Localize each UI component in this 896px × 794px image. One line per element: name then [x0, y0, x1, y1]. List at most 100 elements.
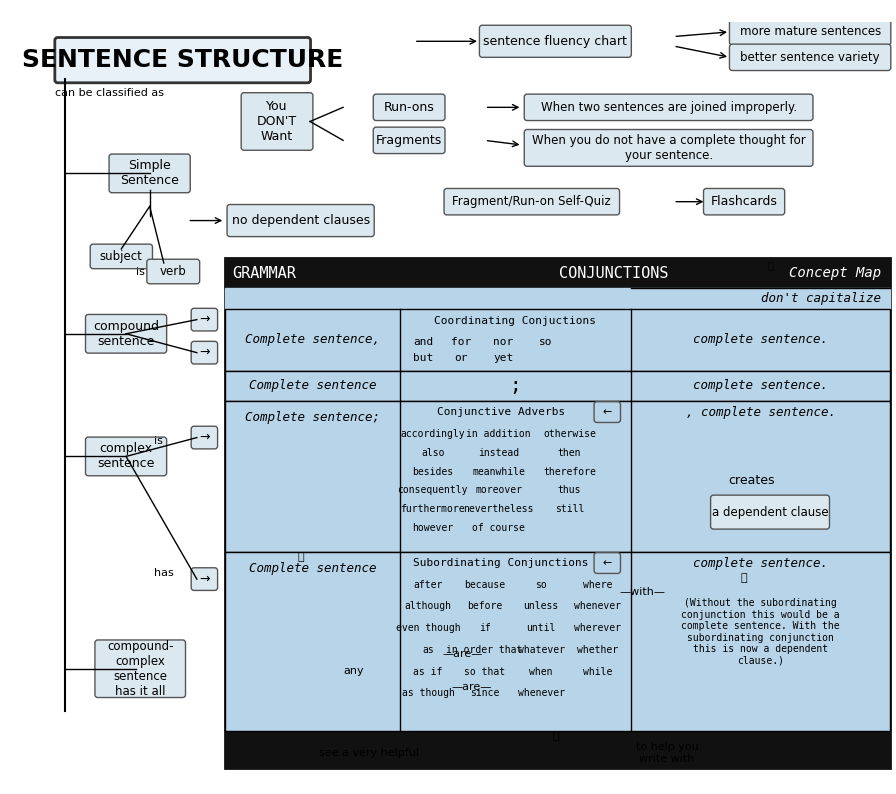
Bar [225, 258, 891, 768]
Text: →: → [199, 431, 210, 444]
FancyBboxPatch shape [729, 18, 891, 45]
Text: Complete sentence,: Complete sentence, [246, 333, 381, 346]
FancyBboxPatch shape [147, 260, 200, 283]
Text: until: until [527, 623, 556, 633]
FancyBboxPatch shape [241, 93, 313, 150]
FancyBboxPatch shape [191, 426, 218, 449]
Text: 🔲: 🔲 [767, 260, 773, 270]
Text: Concept Map: Concept Map [788, 267, 881, 280]
Text: →: → [199, 313, 210, 326]
Text: when: when [530, 667, 553, 676]
Text: verb: verb [159, 265, 186, 278]
Text: since: since [470, 688, 499, 698]
Text: see a very helpful: see a very helpful [320, 748, 419, 757]
Text: complete sentence.: complete sentence. [694, 333, 828, 346]
Text: whether: whether [577, 645, 618, 655]
Text: consequently: consequently [398, 485, 468, 495]
Text: even though: even though [396, 623, 461, 633]
Text: creates: creates [728, 475, 774, 488]
Text: compound
sentence: compound sentence [93, 320, 159, 348]
FancyBboxPatch shape [95, 640, 185, 697]
Text: however: however [412, 523, 453, 533]
Text: for: for [451, 337, 471, 347]
FancyBboxPatch shape [85, 314, 167, 353]
Text: When two sentences are joined improperly.: When two sentences are joined improperly… [540, 101, 797, 114]
Text: thus: thus [558, 485, 582, 495]
Text: in order that: in order that [446, 645, 522, 655]
Text: When you do not have a complete thought for
your sentence.: When you do not have a complete thought … [531, 134, 806, 162]
Text: besides: besides [412, 467, 453, 476]
Text: Fragment/Run-on Self-Quiz: Fragment/Run-on Self-Quiz [452, 195, 611, 208]
Text: and: and [413, 337, 434, 347]
Text: →: → [199, 572, 210, 586]
Text: so that: so that [464, 667, 505, 676]
Text: still: still [555, 504, 584, 515]
Text: so: so [535, 580, 547, 590]
Text: whenever: whenever [518, 688, 564, 698]
Text: although: although [404, 602, 452, 611]
FancyBboxPatch shape [524, 129, 813, 166]
Text: sentence fluency chart: sentence fluency chart [484, 35, 627, 48]
Text: Run-ons: Run-ons [383, 101, 435, 114]
Text: or: or [454, 353, 468, 364]
Text: ←: ← [603, 558, 612, 568]
Text: complete sentence.: complete sentence. [694, 557, 828, 569]
FancyBboxPatch shape [444, 188, 619, 215]
Text: is: is [135, 267, 144, 276]
Text: , complete sentence.: , complete sentence. [685, 406, 836, 418]
Text: as: as [422, 645, 434, 655]
Bar [225, 258, 891, 288]
Text: therefore: therefore [543, 467, 596, 476]
Bar [225, 309, 891, 371]
FancyBboxPatch shape [374, 127, 445, 153]
Text: yet: yet [494, 353, 513, 364]
Text: subject: subject [100, 250, 142, 263]
Bar [225, 371, 891, 401]
Text: don't capitalize: don't capitalize [761, 292, 881, 306]
Text: —are—: —are— [442, 649, 483, 659]
Text: You
DON'T
Want: You DON'T Want [257, 100, 297, 143]
FancyBboxPatch shape [703, 188, 785, 215]
Text: Subordinating Conjunctions: Subordinating Conjunctions [413, 558, 589, 568]
FancyBboxPatch shape [594, 553, 621, 573]
FancyBboxPatch shape [227, 205, 375, 237]
Text: before: before [467, 602, 503, 611]
Text: of course: of course [472, 523, 525, 533]
Text: SENTENCE STRUCTURE: SENTENCE STRUCTURE [22, 48, 343, 72]
Text: wherever: wherever [574, 623, 621, 633]
Text: whenever: whenever [574, 602, 621, 611]
Text: no dependent clauses: no dependent clauses [231, 214, 370, 227]
Text: ;: ; [510, 376, 521, 395]
Text: nevertheless: nevertheless [463, 504, 534, 515]
Bar [225, 401, 891, 552]
Text: complete sentence.: complete sentence. [694, 380, 828, 392]
FancyBboxPatch shape [479, 25, 632, 57]
Text: so: so [539, 337, 553, 347]
Text: nor: nor [494, 337, 513, 347]
Text: any: any [343, 665, 364, 676]
Text: →: → [199, 346, 210, 359]
Text: whatever: whatever [518, 645, 564, 655]
Text: can be classified as: can be classified as [56, 88, 164, 98]
Text: Complete sentence: Complete sentence [249, 562, 376, 575]
Bar [225, 288, 891, 309]
FancyBboxPatch shape [90, 244, 152, 268]
Text: ←: ← [603, 407, 612, 417]
Text: instead: instead [478, 448, 520, 457]
Text: if: if [478, 623, 490, 633]
Bar [225, 552, 891, 731]
FancyBboxPatch shape [594, 402, 621, 422]
Text: compound-
complex
sentence
has it all: compound- complex sentence has it all [107, 640, 174, 698]
Text: CONJUNCTIONS: CONJUNCTIONS [559, 266, 668, 281]
Text: 🖼: 🖼 [552, 730, 559, 741]
Text: GRAMMAR: GRAMMAR [233, 266, 297, 281]
Text: also: also [421, 448, 444, 457]
Text: then: then [558, 448, 582, 457]
Text: Complete sentence: Complete sentence [249, 380, 376, 392]
FancyBboxPatch shape [524, 94, 813, 121]
Text: more mature sentences: more mature sentences [739, 25, 881, 38]
FancyBboxPatch shape [729, 44, 891, 71]
Text: where: where [583, 580, 613, 590]
FancyBboxPatch shape [191, 341, 218, 364]
Text: but: but [413, 353, 434, 364]
